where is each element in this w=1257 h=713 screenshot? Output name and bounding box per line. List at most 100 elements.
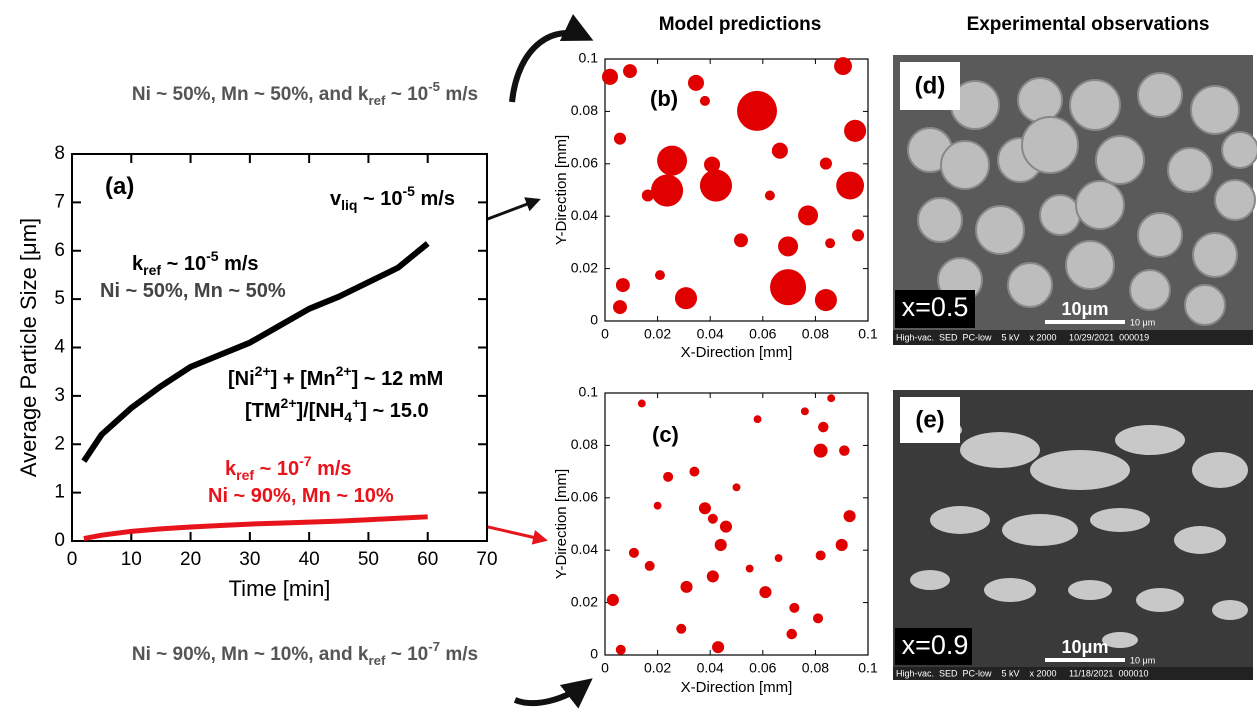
text-segment: -5 <box>403 183 416 199</box>
scale-label: 10μm <box>1061 299 1108 319</box>
particle <box>737 91 777 131</box>
annotation: (a) <box>105 173 134 200</box>
particle <box>839 445 850 456</box>
figure: Model predictions Experimental observati… <box>0 0 1257 713</box>
particle <box>642 189 654 201</box>
text-segment: m/s <box>440 84 478 105</box>
y-tick-label: 0.1 <box>579 384 599 400</box>
text-segment: ]/[NH <box>297 400 345 422</box>
x-tick-label: 40 <box>299 549 320 570</box>
text-segment: Ni ~ 90%, Mn ~ 10% <box>208 485 394 507</box>
text-segment: ] ~ 15.0 <box>360 400 428 422</box>
particle <box>746 565 754 573</box>
text-segment: ref <box>368 93 386 108</box>
y-tick-label: 6 <box>54 240 65 261</box>
x-tick-label: 10 <box>121 549 142 570</box>
text-segment: ~ 10 <box>357 188 402 210</box>
particle <box>844 120 866 142</box>
x-tick-label: 60 <box>417 549 438 570</box>
y-tick-label: 0 <box>590 312 598 328</box>
text-segment: ref <box>143 262 161 278</box>
particle <box>680 581 692 593</box>
plot-frame <box>605 59 868 321</box>
image-footer: High-vac. SED PC-low 5 kV x 2000 11/18/2… <box>896 668 1148 678</box>
x-tick-label: 70 <box>476 549 497 570</box>
annotation: Ni ~ 90%, Mn ~ 10%, and kref ~ 10-7 m/s <box>132 639 478 668</box>
particle <box>614 133 626 145</box>
annotation: Ni ~ 90%, Mn ~ 10% <box>208 485 394 507</box>
particle <box>708 514 718 524</box>
scale-label: 10μm <box>1061 637 1108 657</box>
text-segment: m/s <box>219 253 259 275</box>
x-axis-label: X-Direction [mm] <box>681 344 793 361</box>
particle <box>629 548 639 558</box>
text-segment: -7 <box>428 639 440 654</box>
particle <box>754 415 762 423</box>
x-tick-label: 0.06 <box>749 660 776 676</box>
y-tick-label: 5 <box>54 288 65 309</box>
text-segment: ~ 10 <box>385 84 428 105</box>
particle <box>733 483 741 491</box>
text-segment: liq <box>341 197 357 213</box>
x-tick-label: 0.02 <box>644 326 671 342</box>
x-axis-label: X-Direction [mm] <box>681 679 793 696</box>
y-tick-label: 1 <box>54 482 65 503</box>
particle <box>825 238 835 248</box>
text-segment: ~ 10 <box>254 458 299 480</box>
y-tick-label: 0.02 <box>571 593 598 609</box>
scale-label-small: 10 μm <box>1130 317 1155 327</box>
text-segment: 2+ <box>336 363 352 379</box>
text-segment: 2+ <box>281 395 297 411</box>
particle <box>836 539 848 551</box>
particle <box>720 521 732 533</box>
particle <box>616 278 630 292</box>
x-tick-label: 0.1 <box>858 326 878 342</box>
y-tick-label: 7 <box>54 191 65 212</box>
text-segment: ~ 10 <box>385 644 428 665</box>
y-tick-label: 0.02 <box>571 259 598 275</box>
particle <box>836 172 864 200</box>
text-segment: (a) <box>105 173 134 200</box>
particle <box>759 586 771 598</box>
x-tick-label: 30 <box>239 549 260 570</box>
x-tick-label: 0.06 <box>749 326 776 342</box>
text-segment: -5 <box>206 248 219 264</box>
text-segment: 4 <box>344 409 352 425</box>
plot-frame <box>605 393 868 655</box>
scale-label-small: 10 μm <box>1130 655 1155 665</box>
header: Experimental observations <box>967 14 1210 35</box>
particle <box>675 287 697 309</box>
particle <box>688 75 704 91</box>
x-tick-label: 0.08 <box>802 326 829 342</box>
text-segment: Ni ~ 90%, Mn ~ 10%, and k <box>132 644 369 665</box>
particle <box>613 300 627 314</box>
arrow <box>515 682 588 703</box>
particle <box>789 603 799 613</box>
particle <box>700 170 732 202</box>
text-segment: m/s <box>440 644 478 665</box>
particle <box>704 157 720 173</box>
text-segment: ] + [Mn <box>271 368 336 390</box>
particle <box>602 69 618 85</box>
particle <box>818 422 829 433</box>
particle <box>655 270 665 280</box>
text-segment: ref <box>368 653 386 668</box>
x-tick-label: 0.1 <box>858 660 878 676</box>
text-segment: ] ~ 12 mM <box>352 368 444 390</box>
y-tick-label: 0.06 <box>571 155 598 171</box>
y-tick-label: 0.08 <box>571 102 598 118</box>
text-segment: m/s <box>415 188 455 210</box>
y-axis-label: Y-Direction [mm] <box>553 135 570 245</box>
arrow <box>512 33 588 102</box>
text-segment: m/s <box>312 458 352 480</box>
text-segment: -5 <box>428 79 440 94</box>
particle <box>689 467 699 477</box>
particle <box>778 236 798 256</box>
particle <box>623 64 637 78</box>
particle <box>852 229 864 241</box>
particle <box>834 57 852 75</box>
particle <box>765 191 775 201</box>
text-segment: Ni ~ 50%, Mn ~ 50% <box>100 280 286 302</box>
x-tick-label: 0 <box>601 326 609 342</box>
x-tick-label: 0 <box>67 549 78 570</box>
